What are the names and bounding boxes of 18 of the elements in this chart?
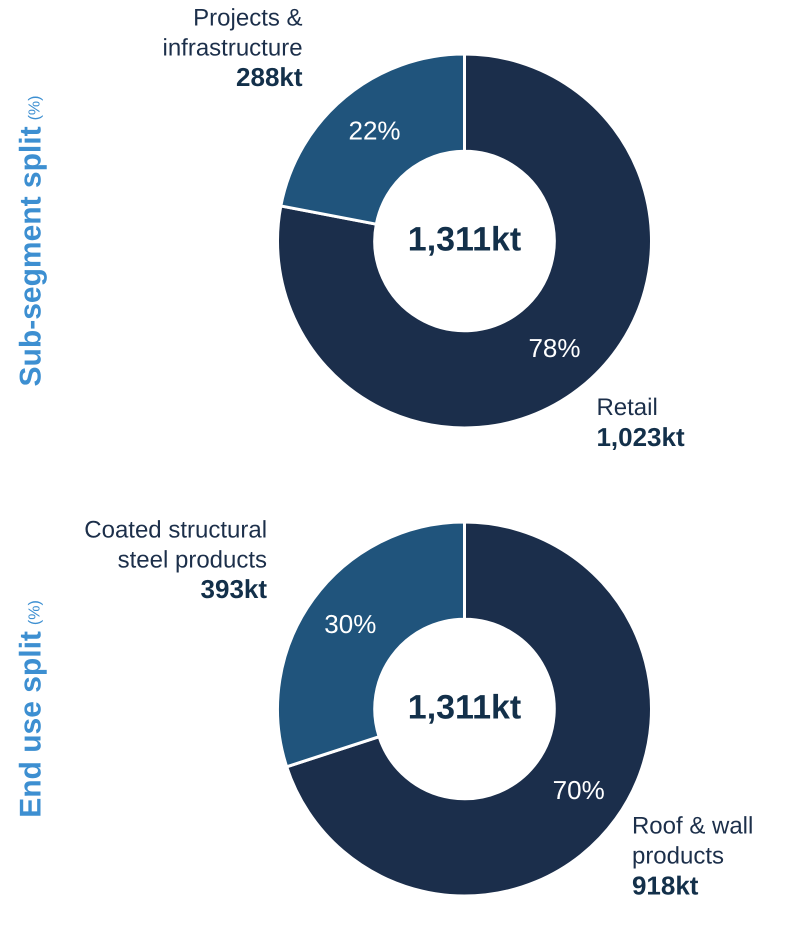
slice-label: Coated structural steel products	[84, 516, 268, 574]
slice-label: Projects & infrastructure	[162, 4, 303, 62]
data-label: 30%	[324, 609, 376, 640]
text: Sub-segment split	[14, 126, 48, 386]
text: 1,311kt	[408, 220, 522, 258]
data-label: 22%	[348, 115, 401, 146]
data-label: 78%	[528, 332, 580, 363]
text: (%)	[26, 96, 44, 120]
text: 288kt	[236, 62, 303, 92]
slice-label: Roof & wall products	[632, 812, 754, 870]
text: 918kt	[632, 870, 699, 900]
text: 393kt	[200, 574, 268, 604]
data-label: 70%	[552, 775, 605, 806]
slice-label: Retail	[596, 394, 658, 422]
text: (%)	[26, 600, 44, 626]
text: 1,023kt	[596, 422, 685, 452]
text: End use split	[14, 631, 48, 818]
text: 1,311kt	[408, 688, 522, 726]
